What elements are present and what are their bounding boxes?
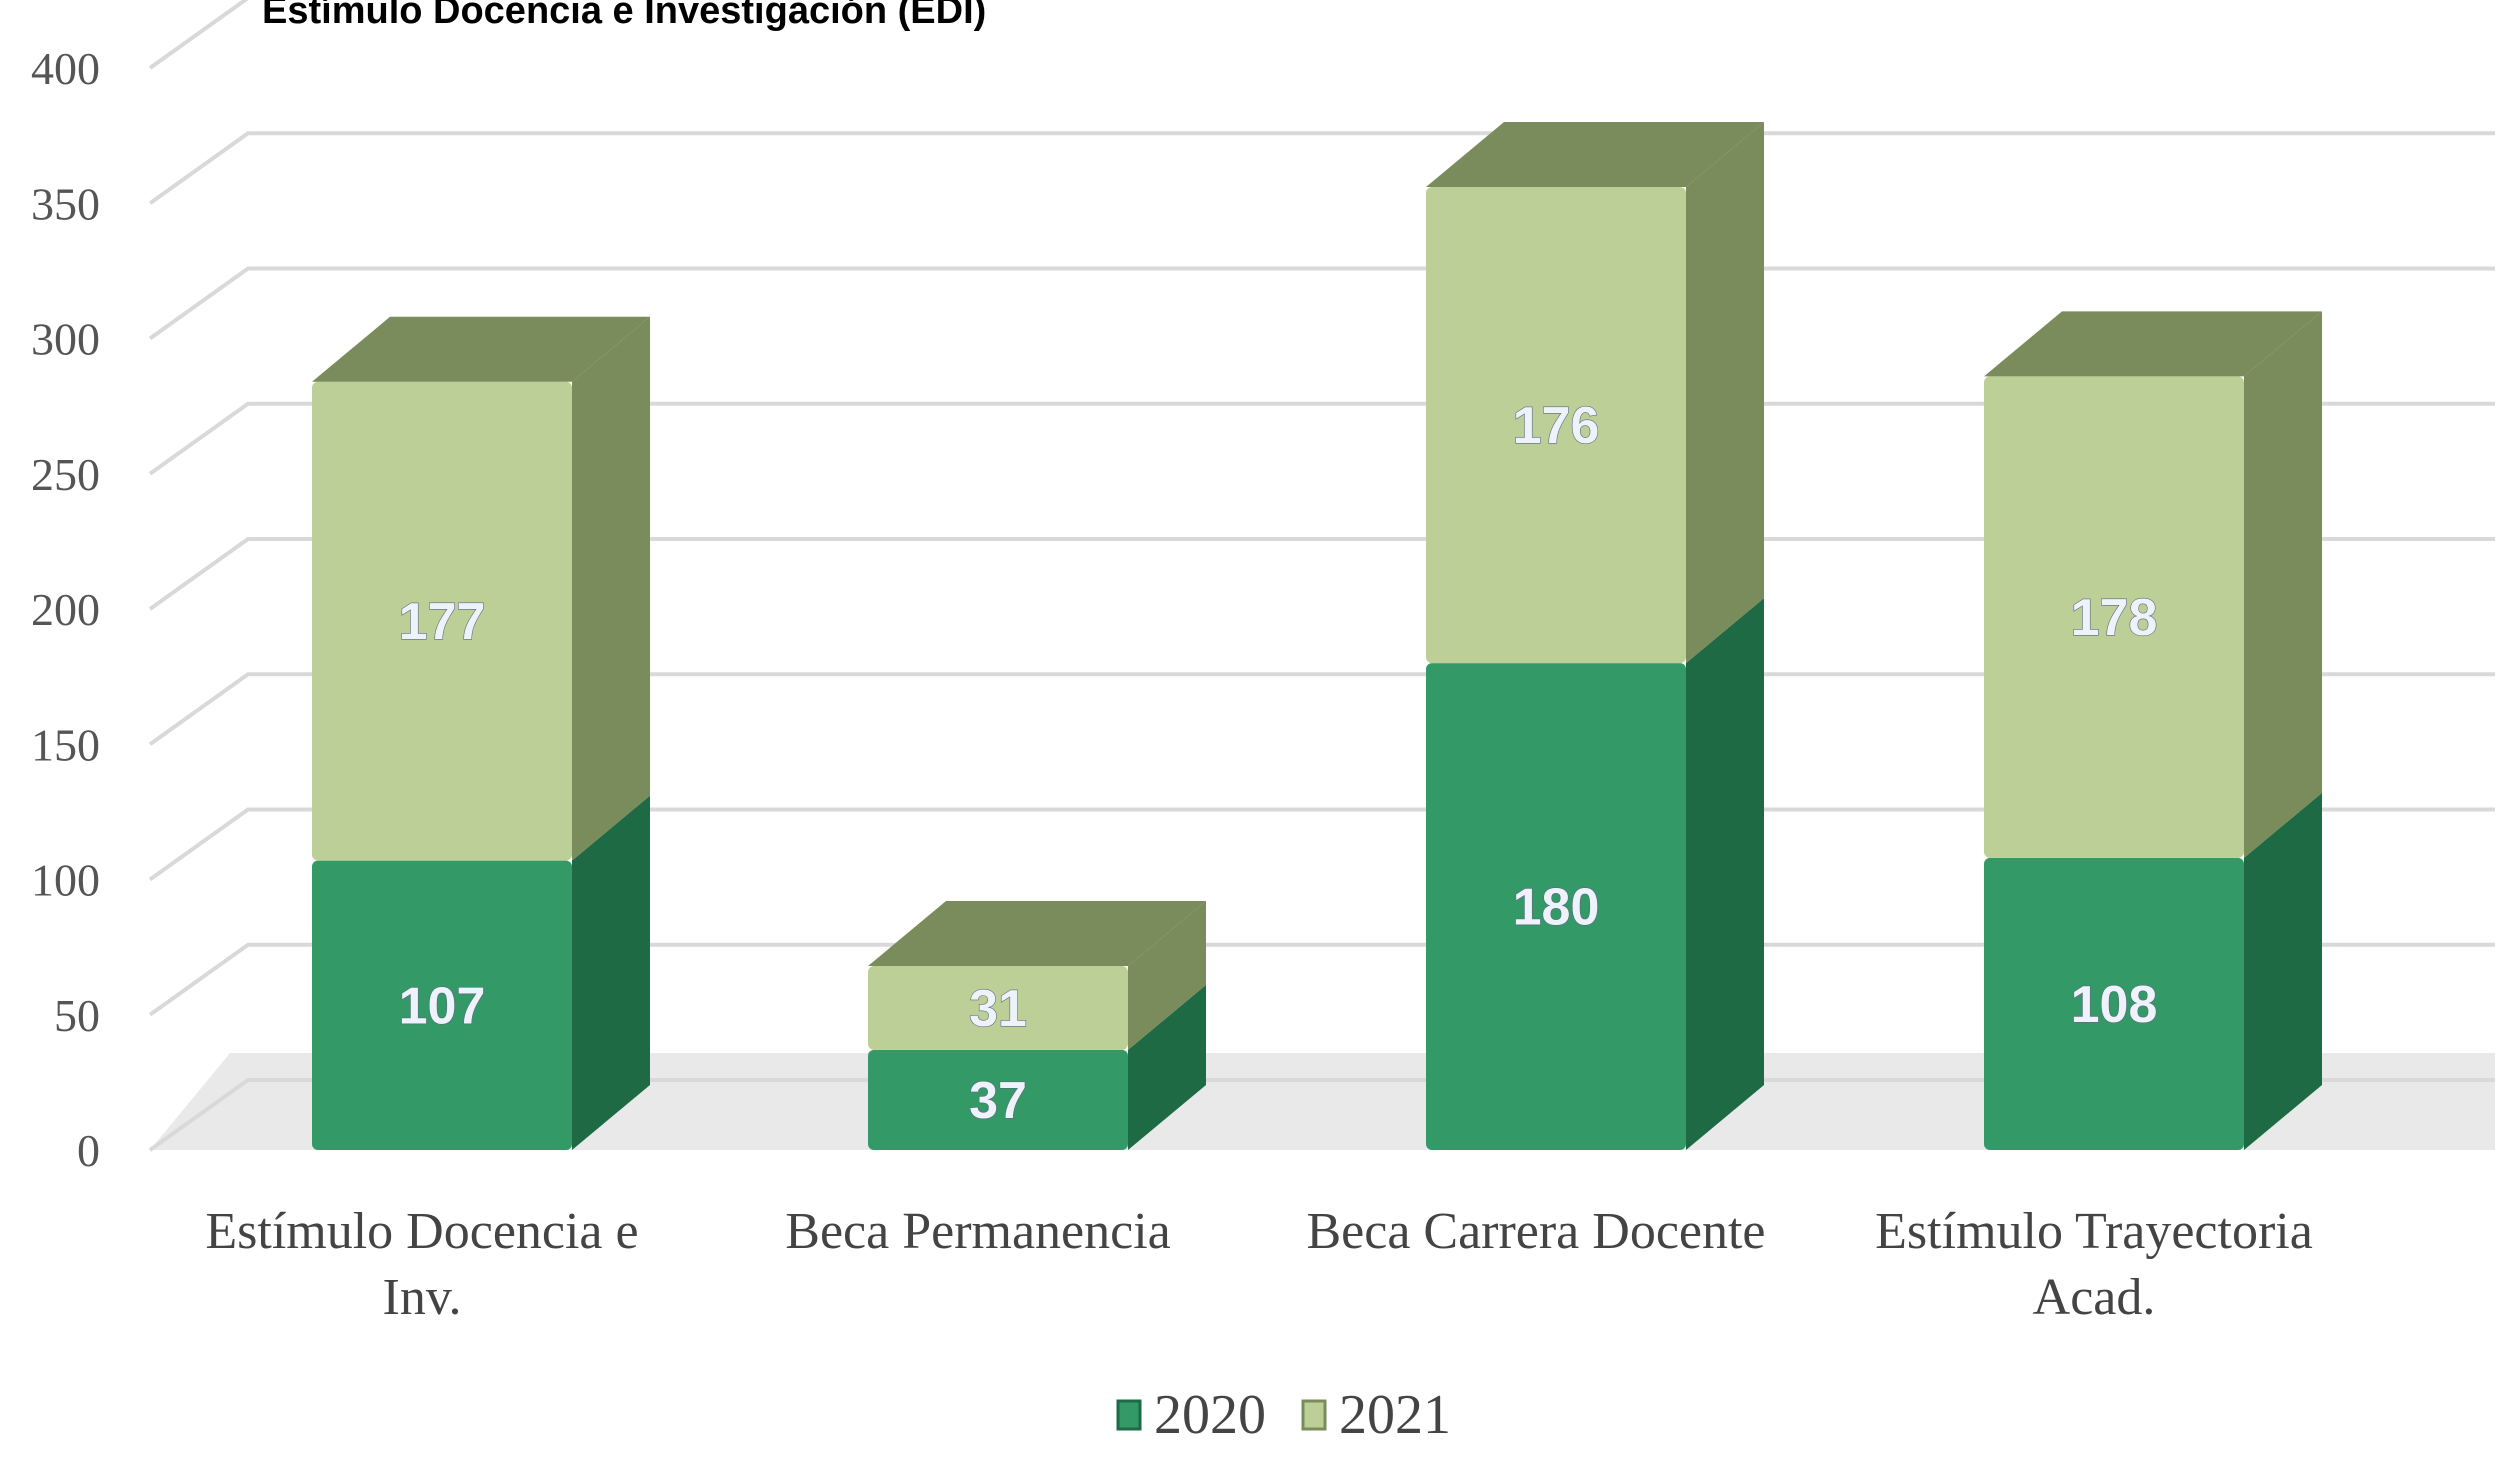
bar-segment-2021: 177 (312, 316, 650, 861)
bar (312, 860, 572, 1150)
bar-segment-2020: 37 (868, 984, 1206, 1150)
x-tick-label: Estímulo Trayectoria Acad. (1875, 1203, 2313, 1326)
bar-top (868, 901, 1206, 967)
data-label: 37 (969, 1072, 1027, 1130)
bar-side (1686, 598, 1764, 1150)
bar-segment-2020: 108 (1984, 792, 2322, 1150)
legend-item-2020: 2020 (1116, 1384, 1266, 1446)
x-tick-label: Beca Permanencia (785, 1203, 1170, 1260)
legend-label: 2020 (1154, 1384, 1266, 1446)
bar-side (1128, 901, 1206, 1050)
bar-side (1686, 122, 1764, 664)
bar-top (1426, 122, 1764, 188)
data-label: 176 (1513, 397, 1600, 455)
bar-segment-2021: 178 (1984, 311, 2322, 858)
data-label: 177 (399, 593, 486, 651)
bar-segment-2020: 180 (1426, 598, 1764, 1150)
bar-side (2244, 311, 2322, 858)
y-tick-label: 250 (31, 449, 100, 500)
bar-top (312, 316, 650, 382)
legend-label: 2021 (1339, 1384, 1451, 1446)
data-label: 180 (1513, 879, 1600, 937)
bar-side (572, 795, 650, 1150)
bar (312, 381, 572, 861)
bar-segment-2021: 31 (868, 901, 1206, 1050)
bar (868, 966, 1128, 1050)
bar (1984, 376, 2244, 858)
y-tick-label: 300 (31, 314, 100, 365)
bar-top (1984, 311, 2322, 377)
y-tick-label: 100 (31, 855, 100, 906)
data-label: 108 (2071, 976, 2158, 1034)
bar (868, 1049, 1128, 1150)
chart-floor (150, 1053, 2495, 1150)
bar-side (572, 316, 650, 861)
data-label: 31 (969, 980, 1027, 1038)
data-label: 178 (2071, 589, 2158, 647)
legend-swatch (1301, 1399, 1327, 1431)
y-tick-label: 0 (77, 1125, 100, 1176)
data-label: 107 (399, 977, 486, 1035)
y-tick-label: 200 (31, 584, 100, 635)
bar-side (1128, 984, 1206, 1150)
gridline (148, 131, 2495, 205)
legend-item-2021: 2021 (1301, 1384, 1451, 1446)
bar-side (2244, 792, 2322, 1150)
y-tick-label: 350 (31, 178, 100, 229)
y-tick-label: 400 (31, 43, 100, 94)
y-tick-label: 150 (31, 719, 100, 770)
bar-segment-2020: 107 (312, 795, 650, 1150)
bar (1426, 187, 1686, 664)
gridline (148, 0, 2495, 70)
x-tick-label: Beca Carrera Docente (1306, 1203, 1765, 1260)
bar-segment-2021: 176 (1426, 122, 1764, 664)
x-tick-label: Estímulo Docencia e Inv. (205, 1203, 638, 1326)
bar (1984, 857, 2244, 1150)
legend-swatch (1116, 1399, 1142, 1431)
chart-title: Estímulo Docencia e Investigación (EDI) (262, 0, 987, 32)
y-tick-label: 50 (54, 990, 100, 1041)
bar (1426, 663, 1686, 1150)
